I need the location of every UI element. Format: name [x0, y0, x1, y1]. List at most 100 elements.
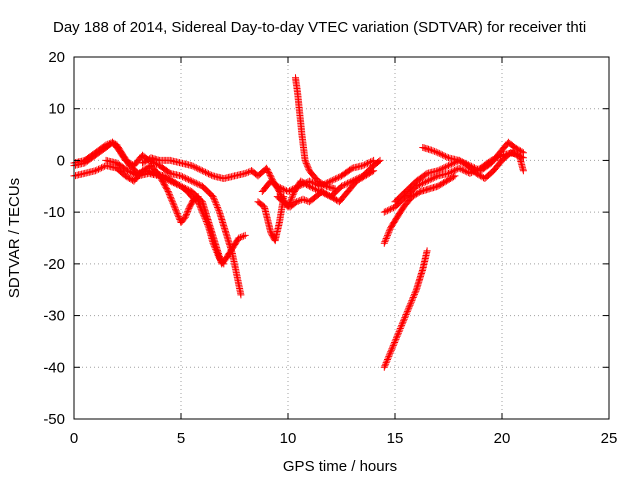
data-point — [172, 180, 180, 188]
data-point — [402, 312, 409, 320]
data-point — [437, 165, 445, 173]
data-point — [169, 179, 177, 187]
data-point — [388, 204, 396, 212]
data-point — [394, 331, 402, 339]
data-point — [194, 180, 202, 188]
data-point — [382, 235, 390, 242]
data-point — [407, 300, 415, 308]
data-point — [406, 301, 414, 309]
data-point — [126, 159, 134, 167]
data-point — [449, 167, 457, 175]
x-tick-label: 10 — [280, 430, 297, 447]
data-point — [180, 173, 188, 181]
data-point — [519, 149, 527, 157]
data-point — [289, 192, 296, 200]
data-point — [174, 211, 182, 219]
data-point — [304, 162, 312, 170]
ticks-layer — [73, 56, 610, 420]
data-point — [310, 179, 318, 187]
data-point — [186, 176, 194, 184]
data-point — [238, 233, 246, 241]
data-point — [407, 298, 415, 306]
data-point — [420, 179, 428, 187]
data-point — [447, 175, 455, 182]
data-point — [170, 201, 178, 209]
data-point — [172, 207, 180, 215]
data-point — [279, 185, 287, 193]
x-tick-label: 5 — [177, 430, 185, 447]
x-tick-label: 20 — [494, 430, 511, 447]
data-point — [455, 156, 463, 164]
data-point — [396, 326, 404, 334]
data-point — [157, 173, 165, 181]
data-point — [391, 339, 399, 346]
data-point — [302, 158, 310, 166]
data-point — [380, 208, 388, 216]
data-point — [189, 162, 197, 170]
data-point — [383, 233, 391, 241]
data-point — [175, 213, 183, 221]
data-point — [365, 169, 373, 177]
data-point — [445, 162, 452, 170]
data-point — [441, 178, 449, 186]
data-point — [412, 190, 420, 198]
data-point — [327, 177, 335, 185]
series-track-o — [419, 144, 527, 182]
data-point — [410, 292, 418, 300]
data-point — [276, 184, 284, 192]
data-point — [174, 181, 182, 189]
chart-title: Day 188 of 2014, Sidereal Day-to-day VTE… — [53, 19, 586, 36]
data-point — [183, 185, 191, 193]
data-point — [354, 176, 362, 184]
data-point — [339, 182, 347, 189]
data-point — [443, 162, 451, 170]
data-point — [237, 291, 245, 299]
data-point — [405, 303, 413, 311]
data-point — [461, 167, 469, 175]
data-point — [281, 186, 289, 194]
data-point — [309, 179, 316, 187]
data-point — [368, 157, 376, 165]
data-point — [168, 178, 176, 186]
data-point — [287, 195, 295, 203]
data-point — [296, 197, 304, 204]
data-point — [381, 238, 389, 246]
data-point — [410, 192, 417, 200]
data-point — [104, 140, 112, 148]
y-tick-label: 20 — [48, 49, 65, 66]
data-point — [367, 169, 375, 176]
data-point — [179, 173, 186, 181]
data-point — [382, 360, 390, 368]
data-point — [200, 168, 208, 175]
data-point — [284, 188, 292, 195]
data-point — [405, 304, 413, 312]
data-point — [445, 175, 453, 183]
data-points-layer — [70, 74, 527, 371]
data-point — [265, 169, 273, 176]
data-point — [477, 172, 485, 180]
series-track-c — [70, 138, 245, 299]
data-point — [455, 164, 463, 172]
series-track-d — [102, 156, 249, 268]
data-point — [342, 180, 350, 188]
data-point — [275, 183, 283, 191]
data-point — [164, 188, 172, 195]
data-point — [241, 231, 249, 239]
data-point — [125, 168, 133, 175]
data-point — [474, 170, 482, 178]
data-point — [431, 173, 439, 181]
data-point — [278, 185, 286, 192]
series-track-l — [380, 172, 459, 247]
data-point — [141, 157, 149, 165]
data-point — [263, 164, 271, 172]
y-tick-label: 10 — [48, 101, 65, 118]
data-point — [393, 332, 401, 340]
data-point — [381, 362, 389, 370]
data-point — [96, 165, 104, 173]
y-tick-label: 0 — [57, 152, 65, 169]
data-point — [235, 234, 243, 242]
data-point — [304, 164, 312, 172]
data-point — [173, 210, 181, 218]
data-point — [191, 163, 199, 171]
data-point — [191, 179, 199, 187]
